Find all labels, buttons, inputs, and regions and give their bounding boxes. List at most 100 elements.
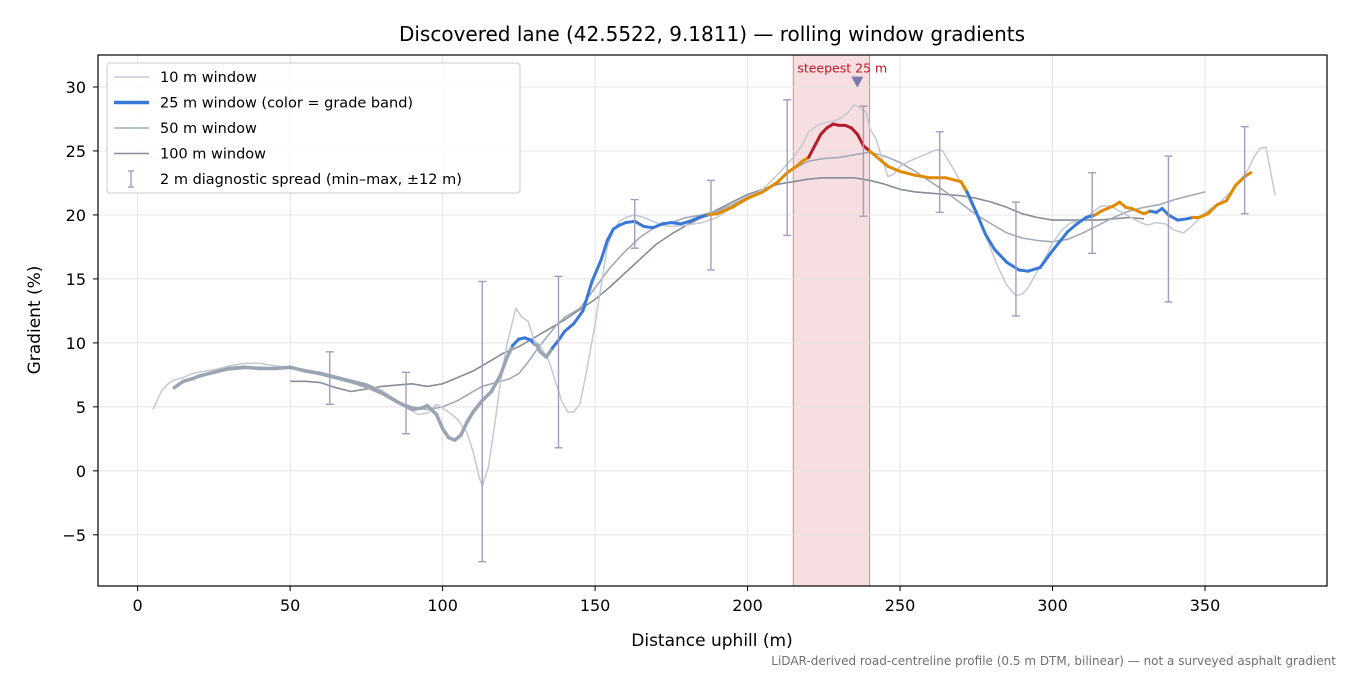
x-tick-label: 250 xyxy=(885,596,916,615)
x-tick-label: 350 xyxy=(1190,596,1221,615)
series-25m-segment xyxy=(599,239,609,262)
x-tick-label: 300 xyxy=(1037,596,1068,615)
series-25m-segment xyxy=(807,144,817,159)
series-25m-segment xyxy=(913,173,932,180)
y-axis-label: Gradient (%) xyxy=(25,266,45,375)
x-tick-label: 50 xyxy=(280,596,300,615)
series-25m-segment xyxy=(886,164,902,173)
series-25m-segment xyxy=(196,370,216,378)
legend: 10 m window 25 m window (color = grade ba… xyxy=(106,62,521,194)
series-layer xyxy=(152,104,1276,487)
series-25m-segment xyxy=(459,420,469,437)
series-25m-segment xyxy=(465,410,475,424)
series-25m-segment xyxy=(480,389,494,403)
series-25m-segment xyxy=(679,219,692,226)
y-tick-label: 25 xyxy=(66,142,86,161)
series-25m-segment xyxy=(581,280,594,313)
x-tick-label: 200 xyxy=(732,596,763,615)
series-25m-segment xyxy=(273,365,292,371)
series-25m-segment xyxy=(669,221,682,226)
series-25m-segment xyxy=(761,180,780,194)
series-25m-segment xyxy=(1084,213,1097,219)
series-25m-segment xyxy=(877,157,890,168)
x-axis-label: Distance uphill (m) xyxy=(631,631,792,651)
series-25m-segment xyxy=(1005,260,1021,272)
series-25m-segment xyxy=(1026,265,1042,273)
legend-entry-spread: 2 m diagnostic spread (min–max, ±12 m) xyxy=(128,170,462,188)
highlight-band-group xyxy=(792,54,871,587)
annotation-group: steepest 25 m xyxy=(797,61,887,88)
y-tick-label: 10 xyxy=(66,334,86,353)
series-25m-segment xyxy=(624,219,637,225)
steepest-marker xyxy=(851,76,864,88)
series-25m-segment xyxy=(1075,216,1088,226)
series-25m-segment xyxy=(633,219,646,228)
series-25m-segment xyxy=(1048,241,1061,257)
x-tick-label: 150 xyxy=(580,596,611,615)
series-25m-segment xyxy=(974,210,987,236)
series-25m-segment xyxy=(1234,175,1247,187)
legend-entry-100m: 100 m window xyxy=(114,147,266,163)
legend-label: 25 m window (color = grade band) xyxy=(160,96,413,112)
series-25m-segment xyxy=(1166,213,1180,222)
series-25m-segment xyxy=(544,346,555,359)
series-25m-segment xyxy=(440,426,451,440)
series-25m-segment xyxy=(605,227,615,242)
legend-label: 100 m window xyxy=(160,147,266,163)
series-25m-segment xyxy=(471,398,485,414)
series-25m-segment xyxy=(364,383,384,395)
steepest-band xyxy=(792,54,871,587)
y-tick-label: 5 xyxy=(76,398,86,417)
errorbar-group xyxy=(325,99,1249,563)
chart-title: Discovered lane (42.5522, 9.1811) — roll… xyxy=(399,22,1025,46)
series-25m-segment xyxy=(642,225,655,230)
series-25m-segment xyxy=(379,391,399,404)
series-25m-segment xyxy=(172,379,186,390)
series-25m-segment xyxy=(1197,212,1210,219)
legend-frame xyxy=(106,62,521,194)
series-25m-segment xyxy=(557,329,567,342)
series-25m-segment xyxy=(959,180,969,194)
y-tick-label: 0 xyxy=(76,462,86,481)
series-25m-segment xyxy=(688,216,701,223)
series-25m-segment xyxy=(212,366,231,375)
y-tick-label: 30 xyxy=(66,78,86,97)
legend-label: 2 m diagnostic spread (min–max, ±12 m) xyxy=(160,172,462,188)
series-25m-segment xyxy=(855,132,865,148)
x-tick-label: 100 xyxy=(427,596,458,615)
series-25m-segment xyxy=(1206,203,1219,216)
series-25m-segment xyxy=(227,365,247,371)
series-25m-segment xyxy=(1243,171,1253,179)
series-25m-segment xyxy=(651,222,664,230)
series-25m-segment xyxy=(1215,199,1228,207)
series-25m-segment xyxy=(1057,230,1070,245)
y-axis-ticks: −5 0 5 10 15 20 25 30 xyxy=(62,78,98,545)
series-25m-segment xyxy=(1038,253,1051,269)
series-25m-segment xyxy=(434,412,445,431)
legend-entry-25m: 25 m window (color = grade band) xyxy=(114,96,413,112)
x-tick-label: 0 xyxy=(133,596,143,615)
series-25m-segment xyxy=(868,149,881,161)
series-25m-segment xyxy=(785,164,798,175)
series-25m-segment xyxy=(660,221,673,226)
legend-label: 10 m window xyxy=(160,70,257,86)
y-tick-label: 15 xyxy=(66,270,86,289)
series-25m-segment xyxy=(303,369,323,376)
series-25m-segment xyxy=(318,371,338,380)
series-25m-segment xyxy=(489,373,503,394)
legend-entry-50m: 50 m window xyxy=(114,121,257,137)
series-25m-segment xyxy=(334,375,353,384)
series-25m-segment xyxy=(504,343,515,360)
series-25m-segment xyxy=(572,309,585,326)
series-25m-segment xyxy=(776,171,789,184)
y-tick-label: 20 xyxy=(66,206,86,225)
series-25m-segment xyxy=(706,212,719,217)
series-25m-segment xyxy=(1066,222,1079,234)
grid-lines xyxy=(98,55,1327,586)
series-25m-segment xyxy=(349,379,369,387)
series-25m-segment xyxy=(1176,217,1189,222)
series-25m-segment xyxy=(550,338,560,350)
legend-entry-10m: 10 m window xyxy=(114,70,257,86)
series-25m-segment xyxy=(1224,184,1237,203)
